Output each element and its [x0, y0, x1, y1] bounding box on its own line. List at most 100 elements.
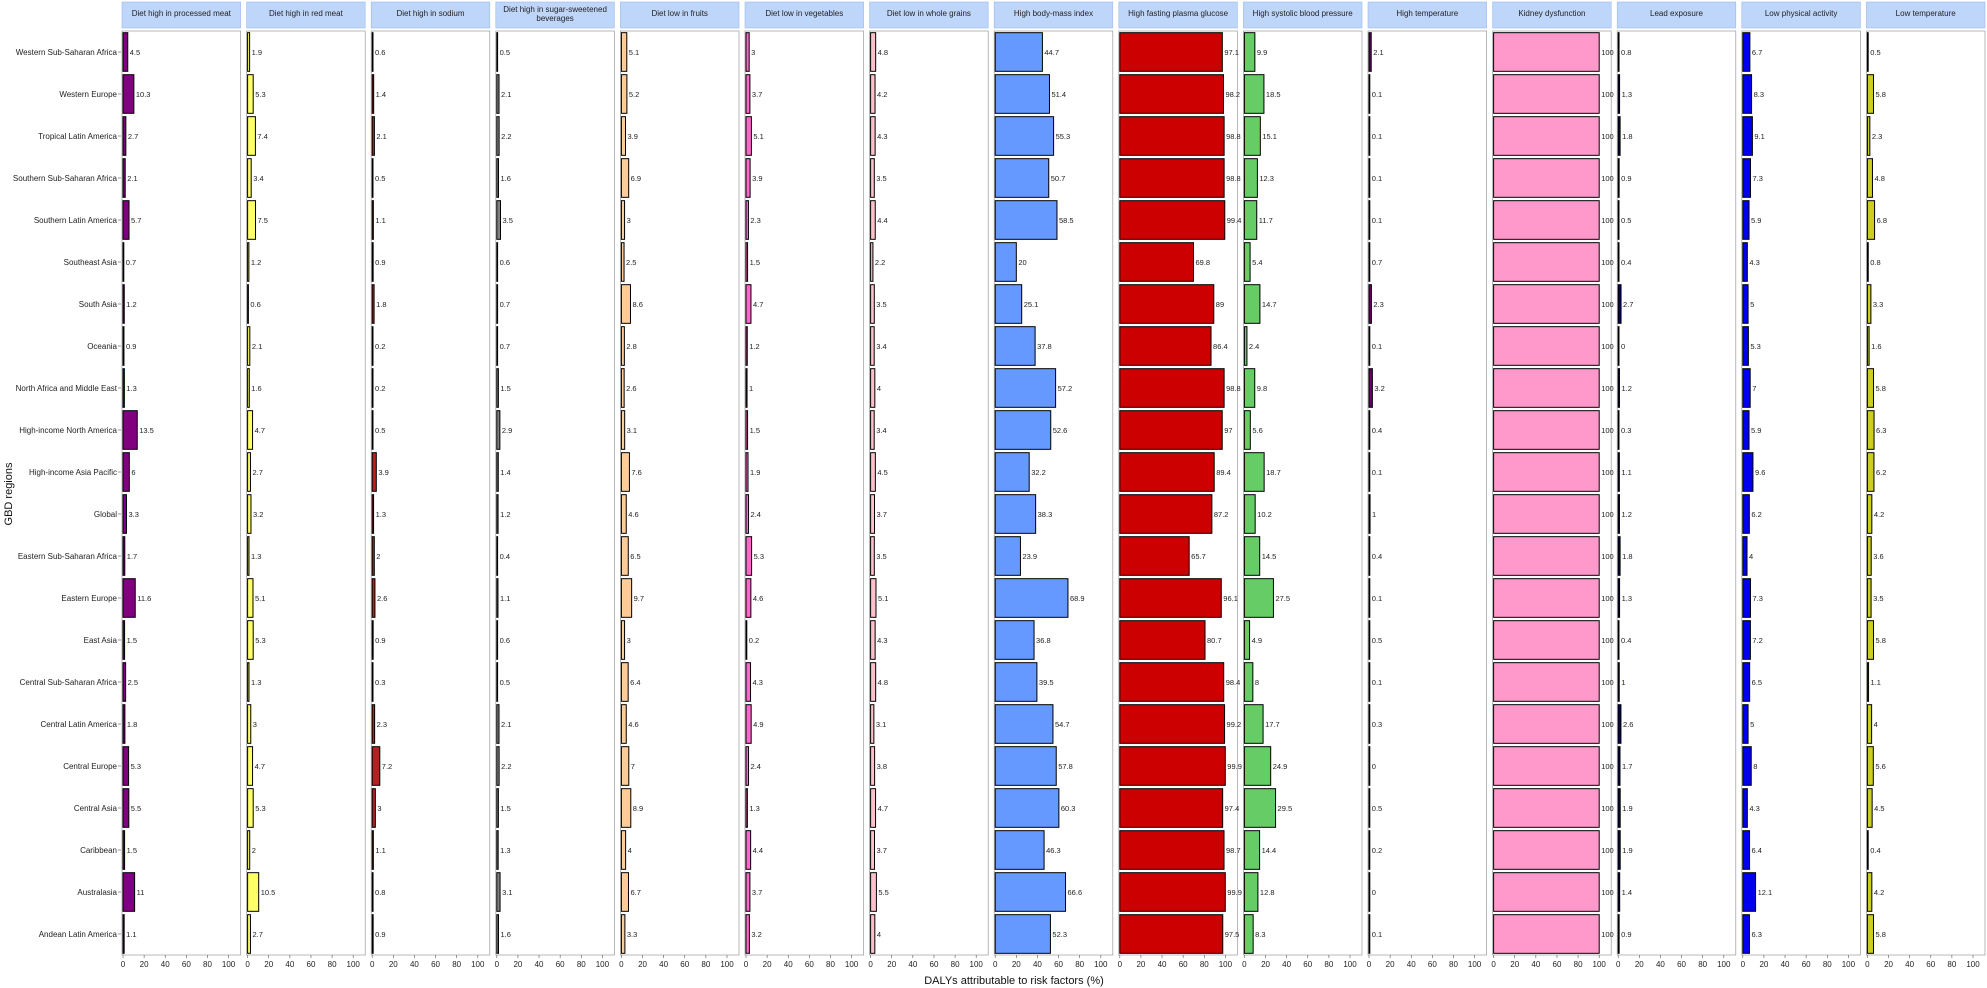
facet-strip-title: Diet low in fruits: [651, 9, 707, 18]
bar: [122, 116, 127, 156]
x-tick-label: 60: [930, 960, 939, 969]
bar: [247, 32, 251, 72]
region-label: North Africa and Middle East: [16, 384, 118, 393]
data-label: 2.4: [751, 510, 761, 519]
data-label: 100: [1601, 48, 1614, 57]
data-label: 2.1: [1373, 48, 1383, 57]
data-label: 0.9: [126, 342, 136, 351]
bar: [994, 830, 1045, 870]
bar: [745, 704, 752, 744]
data-label: 14.7: [1262, 300, 1277, 309]
bar: [247, 116, 256, 156]
x-tick-label: 80: [328, 960, 337, 969]
bar: [1742, 284, 1749, 324]
bar: [994, 242, 1017, 282]
x-tick-label: 40: [1781, 960, 1790, 969]
bar: [1493, 620, 1600, 660]
bar: [122, 662, 127, 702]
data-label: 98.8: [1226, 174, 1241, 183]
data-label: 4.7: [753, 300, 763, 309]
x-tick-label: 20: [1884, 960, 1893, 969]
bar: [1866, 32, 1869, 72]
data-label: 3.7: [752, 90, 762, 99]
bar: [745, 746, 750, 786]
bar: [371, 830, 374, 870]
bar: [1243, 74, 1265, 114]
bar: [122, 368, 125, 408]
bar: [1368, 662, 1371, 702]
data-label: 5.6: [1875, 762, 1885, 771]
bar: [994, 116, 1055, 156]
data-label: 0.3: [375, 678, 385, 687]
bar: [1119, 326, 1212, 366]
data-label: 3.2: [1374, 384, 1384, 393]
x-tick-label: 60: [1926, 960, 1935, 969]
panel-frame: [121, 30, 241, 956]
data-label: 4.8: [1874, 174, 1884, 183]
bar: [1866, 158, 1873, 198]
bar: [1742, 746, 1752, 786]
facet-strip: [1866, 1, 1986, 29]
bar: [1866, 74, 1875, 114]
data-label: 0.4: [1621, 258, 1631, 267]
data-label: 100: [1601, 510, 1614, 519]
data-label: 9.1: [1754, 132, 1764, 141]
data-label: 3.3: [1873, 300, 1883, 309]
data-label: 1.5: [750, 426, 760, 435]
data-label: 0.1: [1372, 132, 1382, 141]
bar: [1617, 788, 1621, 828]
panel-frame: [869, 30, 989, 956]
bar: [870, 116, 876, 156]
x-tick-label: 80: [577, 960, 586, 969]
bar: [1866, 788, 1873, 828]
data-label: 4: [1874, 720, 1878, 729]
bar: [247, 788, 254, 828]
region-label: Central Sub-Saharan Africa: [20, 678, 118, 687]
bar: [994, 704, 1054, 744]
x-tick-label: 20: [513, 960, 522, 969]
bar: [1866, 326, 1870, 366]
data-label: 6.5: [1752, 678, 1762, 687]
bar: [1368, 74, 1371, 114]
data-label: 97.1: [1224, 48, 1239, 57]
data-label: 6: [131, 468, 135, 477]
x-tick-label: 40: [1158, 960, 1167, 969]
bar: [496, 620, 499, 660]
region-label: Southern Sub-Saharan Africa: [13, 174, 118, 183]
data-label: 68.9: [1070, 594, 1085, 603]
data-label: 0.9: [1621, 930, 1631, 939]
bar: [870, 830, 876, 870]
bar: [1493, 200, 1600, 240]
data-label: 3.1: [502, 888, 512, 897]
data-label: 1.9: [1622, 846, 1632, 855]
data-label: 8.9: [633, 804, 643, 813]
bar: [1368, 452, 1371, 492]
facet-strip-title: High systolic blood pressure: [1253, 9, 1354, 18]
data-label: 1.7: [1622, 762, 1632, 771]
bar: [1243, 284, 1261, 324]
data-label: 5.3: [255, 636, 265, 645]
x-tick-label: 60: [805, 960, 814, 969]
x-tick-label: 20: [887, 960, 896, 969]
bar: [247, 578, 254, 618]
bar: [1119, 242, 1195, 282]
data-label: 6.4: [630, 678, 640, 687]
data-label: 4.7: [878, 804, 888, 813]
bar: [994, 368, 1057, 408]
data-label: 0.7: [500, 342, 510, 351]
bar: [1243, 326, 1248, 366]
data-label: 0.4: [1621, 636, 1631, 645]
bar: [1368, 284, 1372, 324]
bar: [870, 410, 875, 450]
bar: [1617, 704, 1622, 744]
data-label: 3.9: [378, 468, 388, 477]
bar: [994, 872, 1067, 912]
data-label: 6.5: [630, 552, 640, 561]
x-tick-label: 40: [1531, 960, 1540, 969]
x-tick-label: 100: [1468, 960, 1482, 969]
data-label: 38.3: [1038, 510, 1053, 519]
bar: [994, 746, 1057, 786]
x-tick-label: 100: [1717, 960, 1731, 969]
data-label: 1.5: [127, 636, 137, 645]
data-label: 60.3: [1061, 804, 1076, 813]
